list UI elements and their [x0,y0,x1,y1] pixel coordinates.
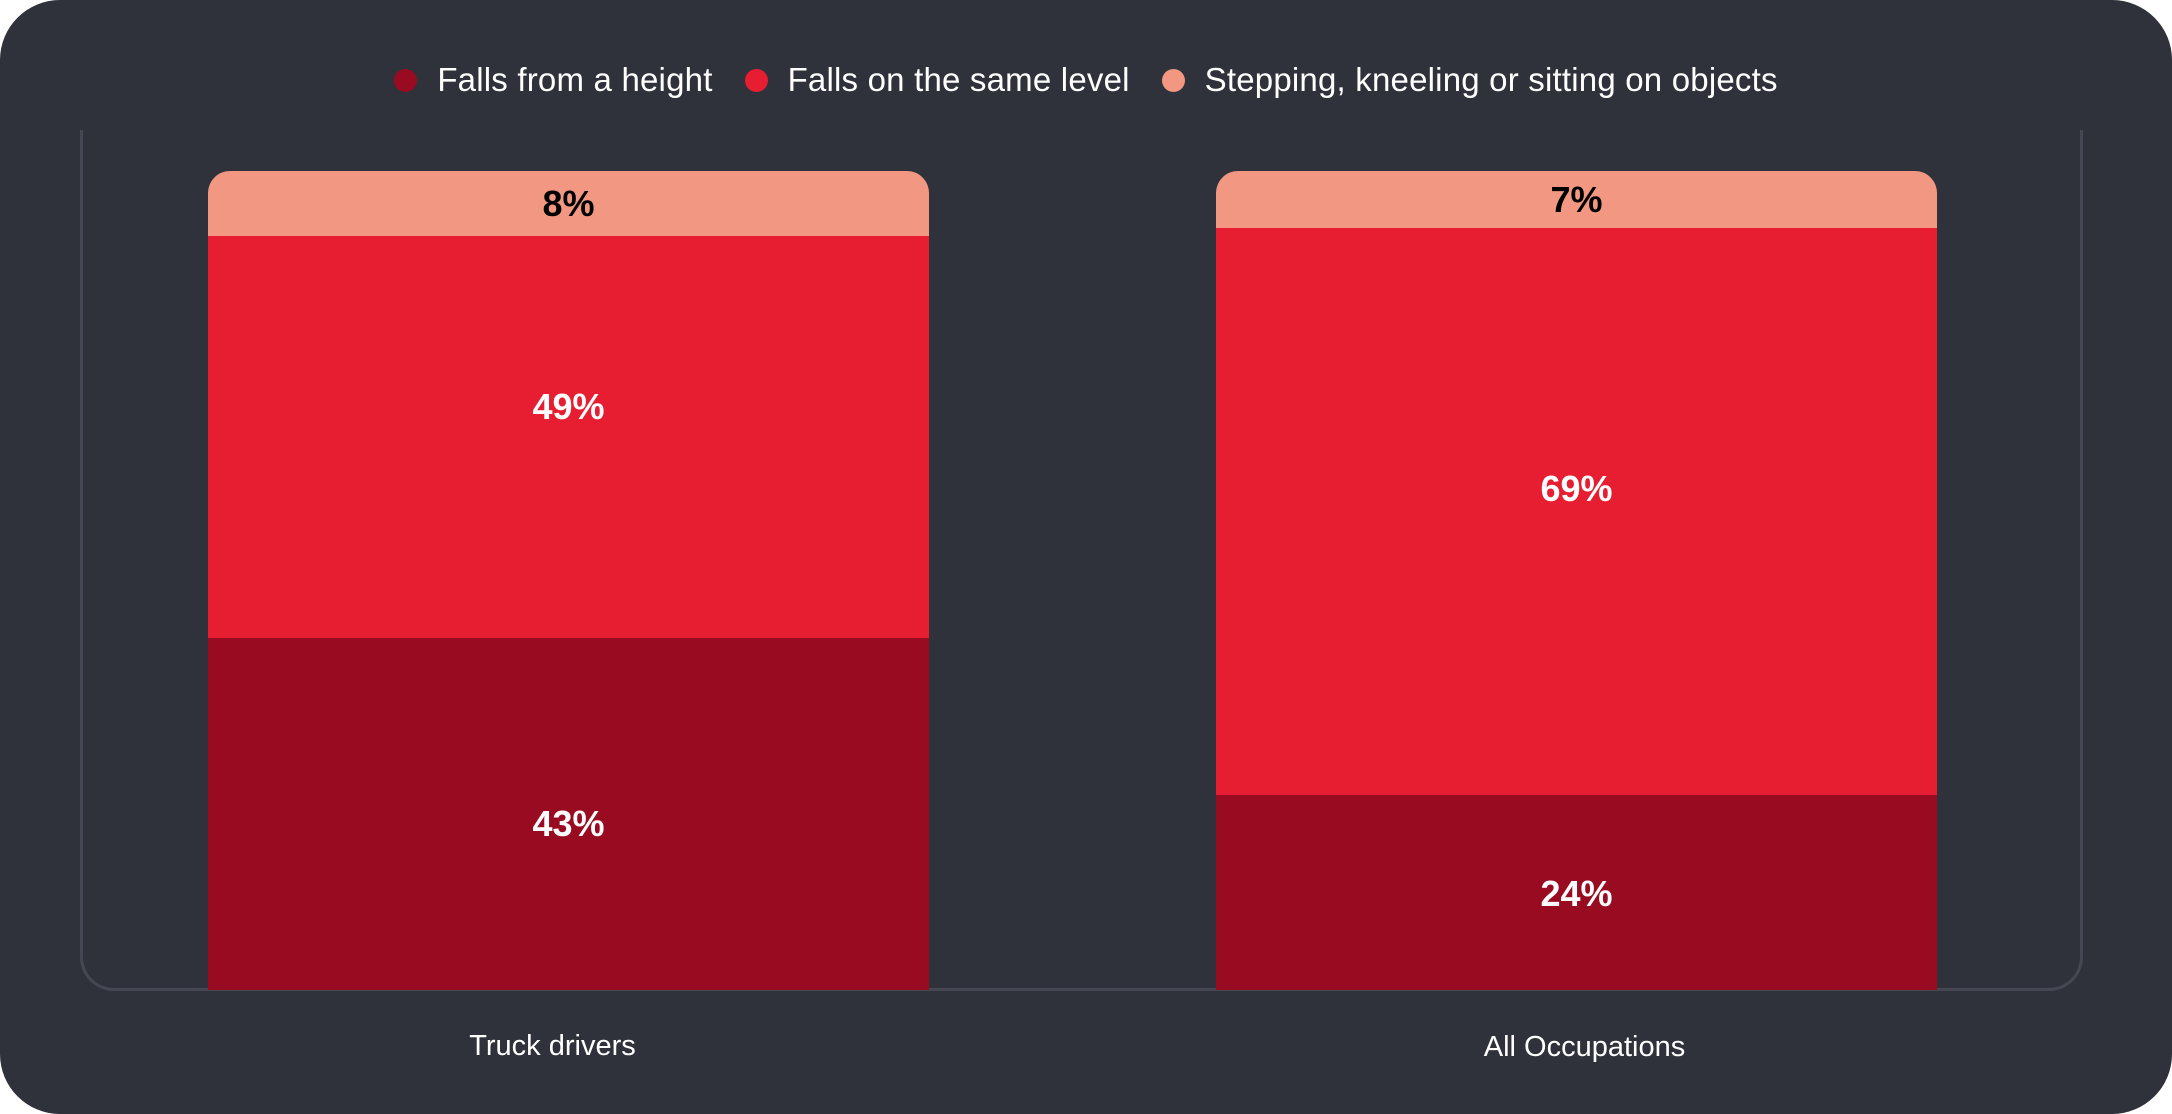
bar-truck-drivers[interactable]: 8% 49% 43% [208,171,929,990]
x-axis-label-all-occupations: All Occupations [1483,1031,1686,1063]
legend-dot-icon [1161,68,1185,92]
bar-all-occupations[interactable]: 7% 69% 24% [1216,171,1937,990]
data-label: 24% [1540,873,1613,914]
data-label: 49% [532,386,605,427]
data-label: 8% [542,182,595,224]
data-label: 69% [1540,468,1613,509]
segment-falls-same-level[interactable]: 49% [208,236,929,638]
legend-dot-icon [744,68,768,92]
data-label: 43% [532,803,605,844]
legend-item-falls-from-height[interactable]: Falls from a height [394,61,712,99]
x-axis-label-truck-drivers: Truck drivers [469,1030,636,1062]
chart-legend: Falls from a height Falls on the same le… [0,56,2172,104]
segment-stepping-kneeling[interactable]: 8% [208,171,929,236]
data-label: 7% [1550,178,1603,220]
segment-stepping-kneeling[interactable]: 7% [1216,171,1937,228]
segment-falls-from-height[interactable]: 24% [1216,795,1937,990]
legend-item-stepping-kneeling[interactable]: Stepping, kneeling or sitting on objects [1161,61,1778,99]
segment-falls-from-height[interactable]: 43% [208,638,929,990]
legend-label: Falls from a height [437,61,713,98]
plot-frame [80,130,2083,991]
segment-falls-same-level[interactable]: 69% [1216,228,1937,795]
legend-label: Falls on the same level [787,61,1130,98]
legend-label: Stepping, kneeling or sitting on objects [1204,61,1778,98]
legend-dot-icon [394,68,418,92]
legend-item-falls-same-level[interactable]: Falls on the same level [744,61,1130,99]
